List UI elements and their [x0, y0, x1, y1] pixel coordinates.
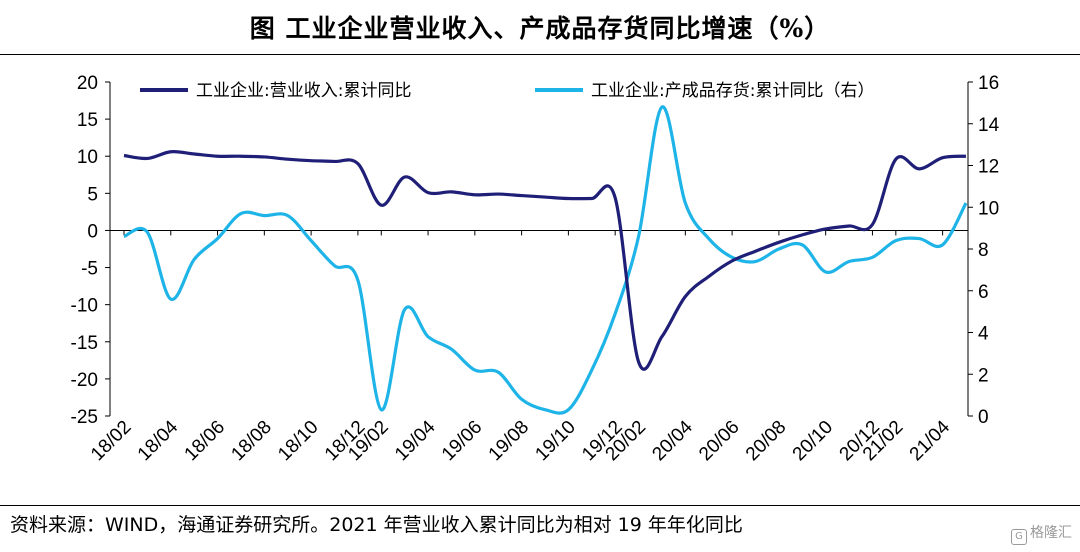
x-tick-label: 19/04 [391, 416, 440, 465]
x-tick-label: 19/10 [531, 417, 579, 465]
x-tick-label: 18/04 [134, 416, 183, 465]
source-note: 资料来源：WIND，海通证券研究所。2021 年营业收入累计同比为相对 19 年… [10, 514, 743, 536]
x-tick-label: 18/10 [274, 417, 322, 465]
source-divider [0, 505, 1080, 506]
revenue-series-line [123, 150, 967, 371]
left-y-tick-label: 5 [87, 184, 98, 205]
x-tick-label: 19/08 [485, 417, 533, 465]
left-y-tick-label: 0 [87, 221, 98, 242]
dual-axis-line-chart: 20151050-5-10-15-20-25161412108642018/02… [71, 73, 1000, 465]
watermark: G 格隆汇 [1011, 522, 1072, 545]
left-y-tick-label: 10 [77, 147, 98, 168]
chart-title: 图 工业企业营业收入、产成品存货同比增速（%） [249, 14, 831, 43]
x-tick-label: 20/06 [695, 417, 743, 465]
x-tick-label: 20/04 [648, 416, 697, 465]
right-y-tick-label: 2 [978, 365, 989, 386]
left-y-tick-label: -25 [71, 407, 98, 428]
right-y-tick-label: 10 [978, 198, 999, 219]
left-y-tick-label: -20 [71, 370, 98, 391]
watermark-logo-icon: G [1011, 529, 1027, 545]
chart-title-bar: 图 工业企业营业收入、产成品存货同比增速（%） [0, 0, 1080, 54]
left-y-tick-label: -10 [71, 296, 98, 317]
right-y-tick-label: 8 [978, 240, 989, 261]
legend-inventory-label: 工业企业:产成品存货:累计同比（右） [591, 81, 874, 101]
right-y-tick-label: 14 [978, 115, 1000, 136]
right-y-tick-label: 6 [978, 282, 989, 303]
x-tick-label: 18/08 [227, 417, 275, 465]
x-tick-label: 18/06 [181, 417, 229, 465]
x-tick-label: 20/08 [742, 417, 790, 465]
left-y-tick-label: 20 [77, 73, 98, 94]
inventory-series-line [123, 105, 968, 415]
x-tick-label: 20/10 [789, 417, 837, 465]
left-y-tick-label: -15 [71, 333, 98, 354]
left-y-tick-label: 15 [77, 110, 98, 131]
right-y-tick-label: 16 [978, 73, 999, 94]
right-y-tick-label: 4 [978, 324, 989, 345]
x-tick-label: 19/06 [438, 417, 486, 465]
legend-revenue-label: 工业企业:营业收入:累计同比 [196, 81, 411, 101]
title-divider [0, 54, 1080, 55]
watermark-text: 格隆汇 [1030, 525, 1072, 541]
x-tick-label: 21/04 [906, 416, 955, 465]
right-y-tick-label: 12 [978, 157, 999, 178]
left-y-tick-label: -5 [81, 259, 98, 280]
right-y-tick-label: 0 [978, 407, 989, 428]
